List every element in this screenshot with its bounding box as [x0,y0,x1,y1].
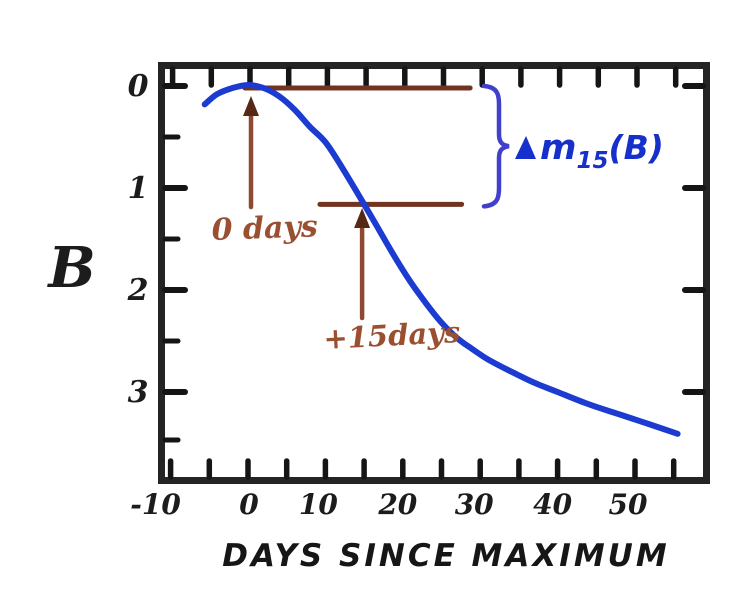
x-tick-label: 0 [239,488,259,521]
x-tick-label: 10 [299,488,338,521]
x-tick-label: 20 [377,488,417,521]
light-curve [201,81,681,437]
x-tick-label: 40 [533,488,572,521]
curly-brace [481,83,510,209]
reference-lines [242,85,473,207]
y-axis-title: B [46,235,95,301]
light-curve-path [201,81,681,437]
dm15-text: m15(B) [540,128,664,174]
zero-days-arrow-head [243,96,259,116]
x-tick-label: -10 [130,488,181,521]
plus15-days-arrow-head [354,208,371,228]
dm15-label: m15(B) [515,128,664,174]
y-tick-label: 2 [127,273,149,308]
plus15-days-label: +15days [323,315,461,356]
plot-frame [158,62,710,484]
x-tick-label: 50 [609,488,648,521]
x-tick-labels: -10 0 10 20 30 40 50 [130,488,648,521]
x-tick-label: 30 [455,488,494,521]
zero-days-label: 0 days [211,209,318,248]
annotation-arrows [243,96,371,321]
axis-ticks [162,66,706,480]
y-tick-label: 3 [128,375,149,410]
delta-triangle-icon [515,136,536,159]
y-tick-labels: 0 1 2 3 [127,69,149,410]
x-axis-title: DAYS SINCE MAXIMUM [222,538,669,574]
y-tick-label: 0 [128,69,149,104]
y-tick-label: 1 [128,171,149,206]
dm15-brace [481,83,510,209]
frame-rect [158,62,710,484]
